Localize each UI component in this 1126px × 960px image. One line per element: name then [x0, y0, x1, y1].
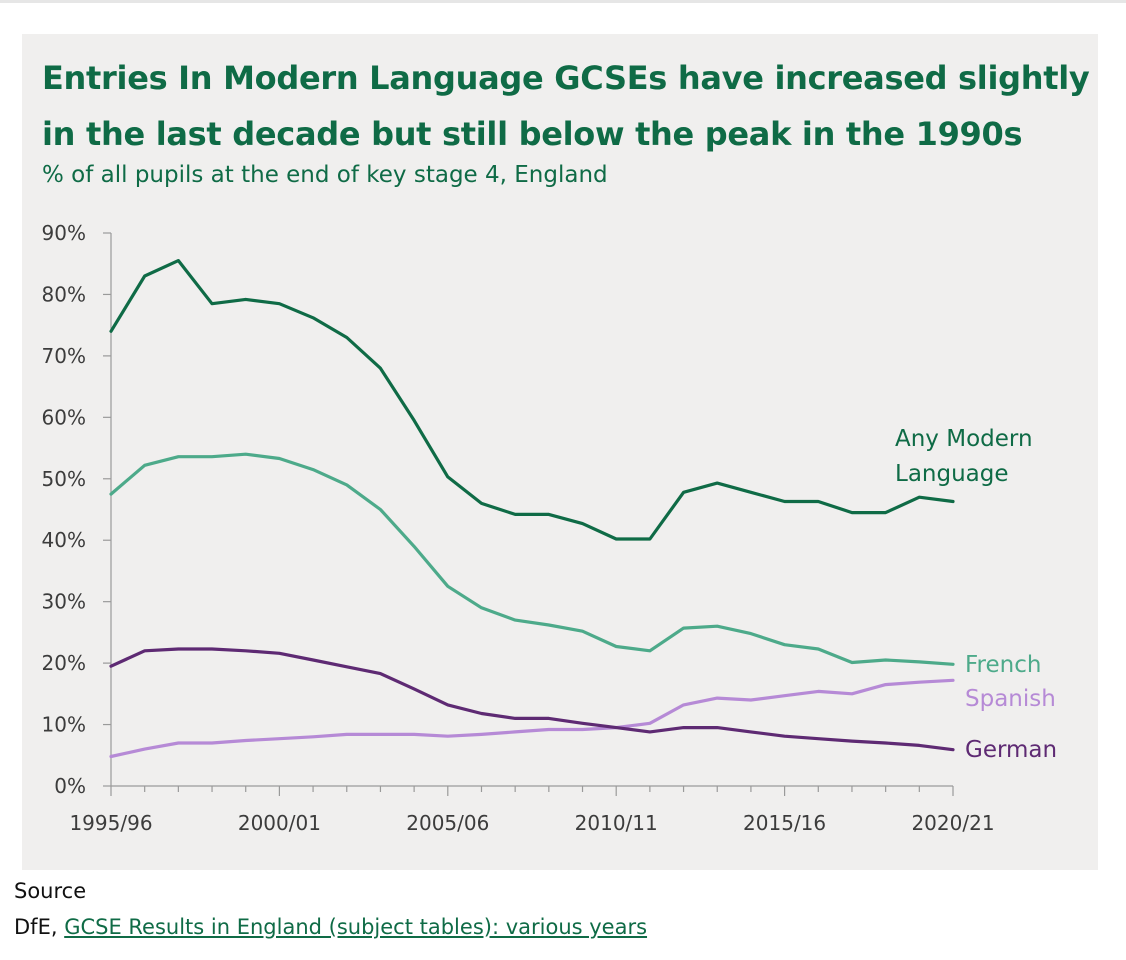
y-tick-label: 40% — [42, 528, 86, 552]
source-citation: DfE, GCSE Results in England (subject ta… — [14, 912, 647, 942]
y-tick-label: 80% — [42, 282, 86, 306]
series-line-german — [109, 647, 955, 752]
x-tick-label: 2010/11 — [575, 811, 658, 835]
series-label-any-modern-language: Any Modern — [895, 426, 1033, 452]
y-tick-label: 30% — [42, 590, 86, 614]
y-tick-label: 50% — [42, 467, 86, 491]
y-tick-label: 90% — [42, 221, 86, 245]
series-line-spanish — [109, 678, 955, 759]
source-block: Source DfE, GCSE Results in England (sub… — [14, 876, 647, 942]
y-tick-label: 60% — [42, 405, 86, 429]
series-line-any-modern-language — [109, 259, 955, 541]
chart-lines — [109, 259, 955, 759]
x-tick-label: 2015/16 — [743, 811, 826, 835]
series-label-french: French — [965, 652, 1041, 678]
chart-title: Entries In Modern Language GCSEs have in… — [42, 59, 1090, 153]
x-tick-label: 2000/01 — [238, 811, 321, 835]
y-tick-label: 20% — [42, 651, 86, 675]
source-heading: Source — [14, 879, 87, 903]
y-tick-label: 10% — [42, 713, 86, 737]
source-link[interactable]: GCSE Results in England (subject tables)… — [64, 915, 648, 939]
series-label-any-modern-language: Language — [895, 461, 1009, 487]
top-divider — [0, 0, 1126, 3]
y-tick-label: 0% — [54, 774, 86, 798]
x-tick-label: 2020/21 — [911, 811, 994, 835]
x-tick-label: 2005/06 — [406, 811, 489, 835]
series-label-spanish: Spanish — [965, 686, 1056, 712]
x-tick-label: 1995/96 — [69, 811, 152, 835]
y-tick-label: 70% — [42, 344, 86, 368]
source-prefix: DfE, — [14, 915, 65, 939]
series-label-german: German — [965, 737, 1057, 763]
series-labels: Any Modern Language French Spanish German — [895, 426, 1057, 763]
chart-axes: 0% 10% 20% 30% 40% 50% 60% 70% 80% 90% 1995/96 2000… — [42, 221, 995, 835]
series-line-french — [109, 452, 955, 666]
chart-subtitle: % of all pupils at the end of key stage … — [42, 162, 608, 188]
